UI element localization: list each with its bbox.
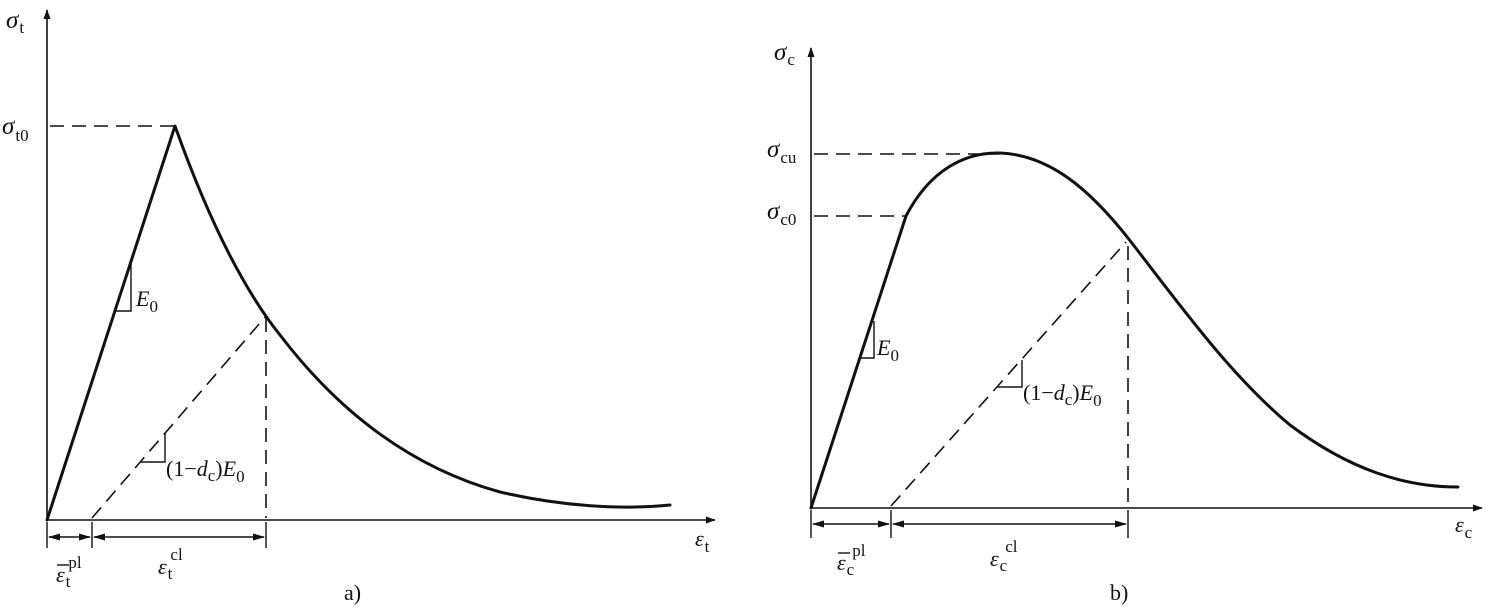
panel-a-x-axis-label: εt (695, 526, 710, 556)
panel-a-damaged-modulus-label: (1−dc)E0 (166, 456, 245, 486)
panel-a-damaged-slope-triangle (140, 433, 166, 463)
panel-b-damaged-modulus-label: (1−dc)E0 (1023, 380, 1102, 410)
panel-b-ultimate-stress-label: σcu (767, 136, 797, 167)
panel-b-crushing-strain-label: εccl (990, 537, 1018, 575)
panel-b-damaged-slope-triangle (997, 360, 1023, 388)
panel-b-x-axis-label: εc (1455, 512, 1473, 542)
panel-b-plastic-strain-label: εcpl (837, 541, 866, 579)
panel-b-stress-strain-curve (809, 151, 1460, 510)
panel-a-unloading-line (91, 315, 267, 519)
panel-a-modulus-label: E0 (135, 286, 158, 316)
panel-a-peak-stress-label: σt0 (2, 113, 29, 145)
panel-b-modulus-label: E0 (876, 335, 899, 365)
panel-a-plastic-strain-label: εtpl (56, 553, 82, 591)
panel-b-unloading-line (890, 241, 1127, 507)
panel-b-caption: b) (1110, 580, 1128, 605)
panel-b-y-axis-label: σc (774, 39, 795, 69)
panel-b-initial-yield-label: σc0 (767, 198, 796, 229)
panel-b-modulus-slope-triangle (861, 321, 875, 359)
panel-a-y-axis-label: σt (6, 7, 24, 37)
panel-b-compression: σc σcu σc0 E0 (1−dc)E0 εc εcpl εccl b) (767, 39, 1483, 605)
panel-a-caption: a) (344, 580, 361, 605)
panel-a-tension: σt σt0 E0 (1−dc)E0 εt εtpl εtcl a) (2, 7, 716, 605)
panel-a-stress-strain-curve (45, 124, 672, 522)
panel-a-cracking-strain-label: εtcl (158, 545, 183, 583)
panel-a-modulus-slope-triangle (116, 262, 132, 312)
